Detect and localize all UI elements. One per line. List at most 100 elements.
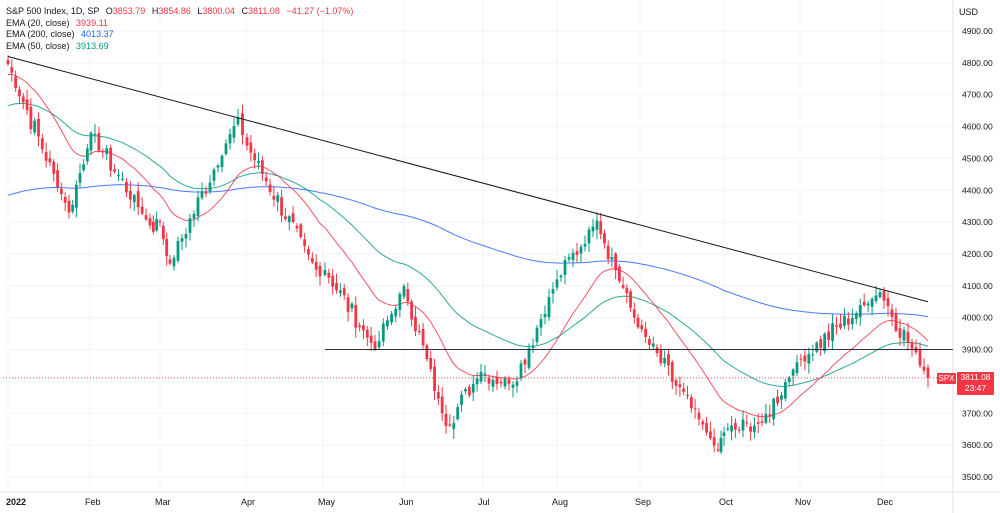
candle-body <box>33 120 37 133</box>
candle-body <box>417 331 421 333</box>
candle-body <box>232 126 236 138</box>
open-value: 3853.79 <box>112 6 146 16</box>
candle-body <box>780 395 783 400</box>
candle-body <box>25 99 29 111</box>
x-tick-label: Aug <box>552 497 568 507</box>
x-tick-label: Jun <box>399 497 414 507</box>
candle-body <box>140 206 144 214</box>
candle-body <box>674 380 678 386</box>
candle-body <box>874 295 878 301</box>
candle-body <box>583 243 587 247</box>
candle-body <box>377 341 381 348</box>
candle-body <box>910 342 914 349</box>
candle-body <box>591 226 595 232</box>
candle-body <box>507 379 511 384</box>
candle-body <box>831 323 834 342</box>
y-tick-label: 4200.00 <box>962 249 993 259</box>
candle-body <box>835 325 838 327</box>
y-tick-label: 4800.00 <box>962 58 993 68</box>
candle-body <box>617 266 621 282</box>
candle-body <box>264 177 268 182</box>
candle-body <box>708 431 712 439</box>
candle-body <box>730 425 733 432</box>
x-tick-label: 2022 <box>6 497 26 507</box>
candle-body <box>303 239 307 246</box>
bar-countdown: 23:47 <box>964 383 987 393</box>
candle-body <box>89 132 93 151</box>
candle-body <box>894 313 898 332</box>
candle-body <box>236 117 240 125</box>
candle-body <box>719 437 723 452</box>
indicator-label: EMA (200, close) <box>6 29 75 39</box>
candle-body <box>559 275 563 278</box>
candle-body <box>323 269 327 275</box>
x-tick-label: May <box>318 497 336 507</box>
candle-body <box>460 394 463 405</box>
close-label: C <box>241 6 248 16</box>
low-label: L <box>197 6 203 16</box>
candle-body <box>749 426 752 432</box>
trendline <box>7 56 929 303</box>
candle-body <box>655 347 659 354</box>
candle-body <box>52 161 56 174</box>
candle-body <box>318 266 322 277</box>
candle-body <box>678 384 682 388</box>
candle-body <box>37 118 40 137</box>
indicator-value: 3913.69 <box>76 40 109 51</box>
candle-body <box>144 215 148 220</box>
y-tick-label: 4300.00 <box>962 217 993 227</box>
candle-body <box>543 313 547 318</box>
candle-body <box>614 253 618 271</box>
indicator-ema200[interactable]: EMA (200, close) 4013.37 <box>6 29 353 41</box>
candle-body <box>823 333 827 351</box>
chart-legend: S&P 500 Index, 1D, SP O3853.79 H3854.86 … <box>6 6 353 52</box>
candle-body <box>795 362 799 374</box>
candle-body <box>188 218 192 233</box>
candle-body <box>531 345 535 348</box>
candle-body <box>216 165 220 168</box>
candle-body <box>402 285 406 297</box>
candle-body <box>741 419 745 431</box>
candle-body <box>922 366 926 371</box>
candle-body <box>839 323 842 328</box>
candle-body <box>369 335 373 343</box>
candle-body <box>310 257 314 263</box>
y-tick-label: 3700.00 <box>962 408 993 418</box>
candle-body <box>10 67 14 73</box>
y-tick-label: 4500.00 <box>962 153 993 163</box>
candle-body <box>381 323 385 342</box>
candle-body <box>815 342 819 352</box>
candle-body <box>390 313 393 323</box>
candle-body <box>314 261 318 270</box>
candle-body <box>571 252 575 261</box>
candle-body <box>373 341 377 350</box>
candle-body <box>253 153 257 161</box>
candle-body <box>898 328 902 338</box>
candle-body <box>636 317 640 328</box>
x-tick-label: Dec <box>877 497 894 507</box>
candle-body <box>386 320 389 327</box>
candle-body <box>406 289 410 302</box>
indicator-value: 3939.11 <box>76 17 108 28</box>
candle-body <box>414 316 417 332</box>
candle-body <box>745 422 749 424</box>
candle-body <box>756 422 760 424</box>
candle-body <box>527 348 531 368</box>
indicator-ema20[interactable]: EMA (20, close) 3939.11 <box>6 18 353 30</box>
candle-body <box>21 96 25 103</box>
candle-body <box>547 297 551 318</box>
candle-body <box>82 164 86 171</box>
candle-body <box>172 257 176 267</box>
candle-body <box>394 308 398 317</box>
candle-body <box>599 221 603 235</box>
candle-body <box>858 305 862 318</box>
indicator-ema50[interactable]: EMA (50, close) 3913.69 <box>6 41 353 53</box>
candle-body <box>342 288 346 296</box>
candle-body <box>280 197 283 216</box>
candle-body <box>495 376 499 384</box>
candle-body <box>791 369 795 376</box>
candle-body <box>519 363 523 379</box>
candle-body <box>890 309 894 317</box>
candle-body <box>71 204 75 212</box>
